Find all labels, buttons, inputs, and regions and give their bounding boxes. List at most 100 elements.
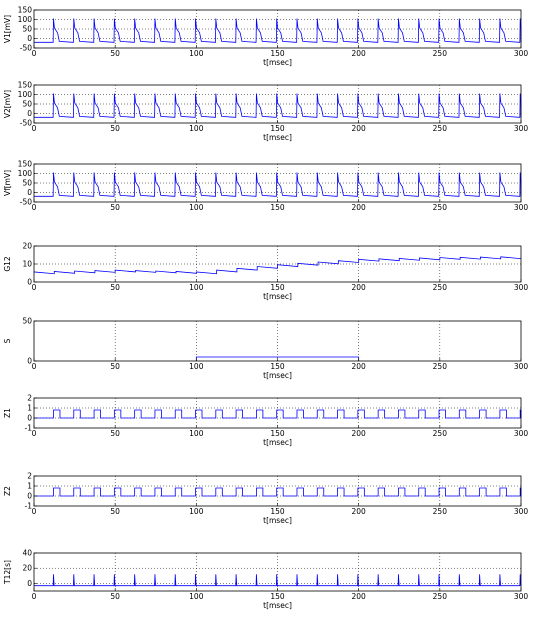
x-tick-label: 150 [270, 124, 285, 133]
chart-panel-1: 0 50 100 150 200 250 300-50050100150V1[mV]t[ms… [3, 6, 528, 68]
x-tick-label: 0 [32, 362, 37, 371]
x-tick-label: 200 [352, 592, 367, 601]
x-tick-label: 300 [514, 283, 529, 292]
x-tick-label: 0 [32, 124, 37, 133]
x-tick-label: 100 [189, 124, 204, 133]
x-tick-label: 200 [352, 362, 367, 371]
x-tick-label: 250 [433, 124, 448, 133]
x-tick-label: 250 [433, 283, 448, 292]
x-tick-label: 250 [433, 203, 448, 212]
y-tick-label: 20 [22, 242, 32, 251]
y-tick-label: 100 [18, 90, 33, 99]
x-tick-label: 300 [514, 203, 529, 212]
y-axis-label: S [3, 338, 12, 343]
y-tick-label: 0 [27, 34, 32, 43]
y-tick-label: 2 [27, 472, 32, 481]
y-tick-label: -1 [25, 424, 33, 433]
series-line [34, 409, 522, 419]
x-tick-label: 50 [110, 203, 120, 212]
x-axis-label: t[msec] [263, 371, 292, 380]
x-tick-label: 100 [189, 203, 204, 212]
x-axis-label: t[msec] [263, 601, 292, 610]
x-tick-label: 100 [189, 362, 204, 371]
y-axis-label: V1[mV] [3, 15, 12, 43]
series-line [34, 574, 522, 587]
y-tick-label: 2 [27, 394, 32, 403]
y-tick-label: 1 [27, 482, 32, 491]
x-tick-label: 50 [110, 283, 120, 292]
x-tick-label: 150 [270, 507, 285, 516]
y-tick-label: 1 [27, 404, 32, 413]
y-tick-label: 0 [27, 414, 32, 423]
x-tick-label: 100 [189, 49, 204, 58]
x-tick-label: 300 [514, 592, 529, 601]
y-tick-label: 50 [22, 25, 32, 34]
x-tick-label: 0 [32, 507, 37, 516]
y-axis-label: Z2 [3, 486, 12, 496]
series-line [33, 256, 522, 275]
y-tick-label: 0 [27, 188, 32, 197]
x-tick-label: 300 [514, 507, 529, 516]
y-tick-label: 40 [22, 549, 32, 558]
chart-panel-2: 0 50 100 150 200 250 300-50050100150V2[mV]t[ms… [3, 81, 528, 143]
x-axis-label: t[msec] [263, 438, 292, 447]
x-tick-label: 50 [110, 49, 120, 58]
y-tick-label: 20 [22, 564, 32, 573]
y-tick-label: 100 [18, 169, 33, 178]
x-tick-label: 150 [270, 429, 285, 438]
y-tick-label: 0 [27, 492, 32, 501]
series-line [34, 93, 522, 118]
x-tick-label: 150 [270, 49, 285, 58]
y-tick-label: 0 [27, 357, 32, 366]
y-axis-label: T12[s] [3, 560, 12, 585]
x-tick-label: 150 [270, 592, 285, 601]
y-axis-label: V2[mV] [3, 90, 12, 118]
x-tick-label: 200 [352, 49, 367, 58]
y-tick-label: -50 [20, 119, 32, 128]
y-tick-label: 150 [18, 6, 33, 15]
x-tick-label: 50 [110, 592, 120, 601]
x-tick-label: 200 [352, 429, 367, 438]
x-tick-label: 0 [32, 283, 37, 292]
x-tick-label: 0 [32, 203, 37, 212]
y-tick-label: 50 [22, 179, 32, 188]
x-tick-label: 100 [189, 507, 204, 516]
x-tick-label: 300 [514, 429, 529, 438]
x-tick-label: 100 [189, 283, 204, 292]
x-tick-label: 200 [352, 203, 367, 212]
y-tick-label: 150 [18, 81, 33, 90]
y-tick-label: 150 [18, 160, 33, 169]
x-tick-label: 200 [352, 283, 367, 292]
y-tick-label: -50 [20, 44, 32, 53]
x-axis-label: t[msec] [263, 292, 292, 301]
y-tick-label: 0 [27, 109, 32, 118]
x-tick-label: 250 [433, 429, 448, 438]
x-tick-label: 250 [433, 592, 448, 601]
y-tick-label: 0 [27, 579, 32, 588]
x-tick-label: 50 [110, 124, 120, 133]
x-tick-label: 250 [433, 362, 448, 371]
series-line [34, 18, 522, 43]
y-axis-label: Vf[mV] [3, 170, 12, 196]
x-tick-label: 100 [189, 429, 204, 438]
chart-panel-4: 0 50 100 150 200 250 300 0 10 20 G12 t[msec] [3, 242, 528, 302]
x-tick-label: 300 [514, 49, 529, 58]
x-tick-label: 50 [110, 429, 120, 438]
x-tick-label: 50 [110, 507, 120, 516]
x-tick-label: 200 [352, 124, 367, 133]
x-tick-label: 300 [514, 362, 529, 371]
x-tick-label: 150 [270, 362, 285, 371]
y-tick-label: -50 [20, 198, 32, 207]
y-tick-label: 10 [22, 260, 32, 269]
x-axis-label: t[msec] [263, 58, 292, 67]
x-tick-label: 250 [433, 507, 448, 516]
x-tick-label: 0 [32, 592, 37, 601]
x-tick-label: 50 [110, 362, 120, 371]
series-line [34, 487, 522, 497]
y-tick-label: 50 [22, 100, 32, 109]
y-tick-label: 0 [27, 278, 32, 287]
